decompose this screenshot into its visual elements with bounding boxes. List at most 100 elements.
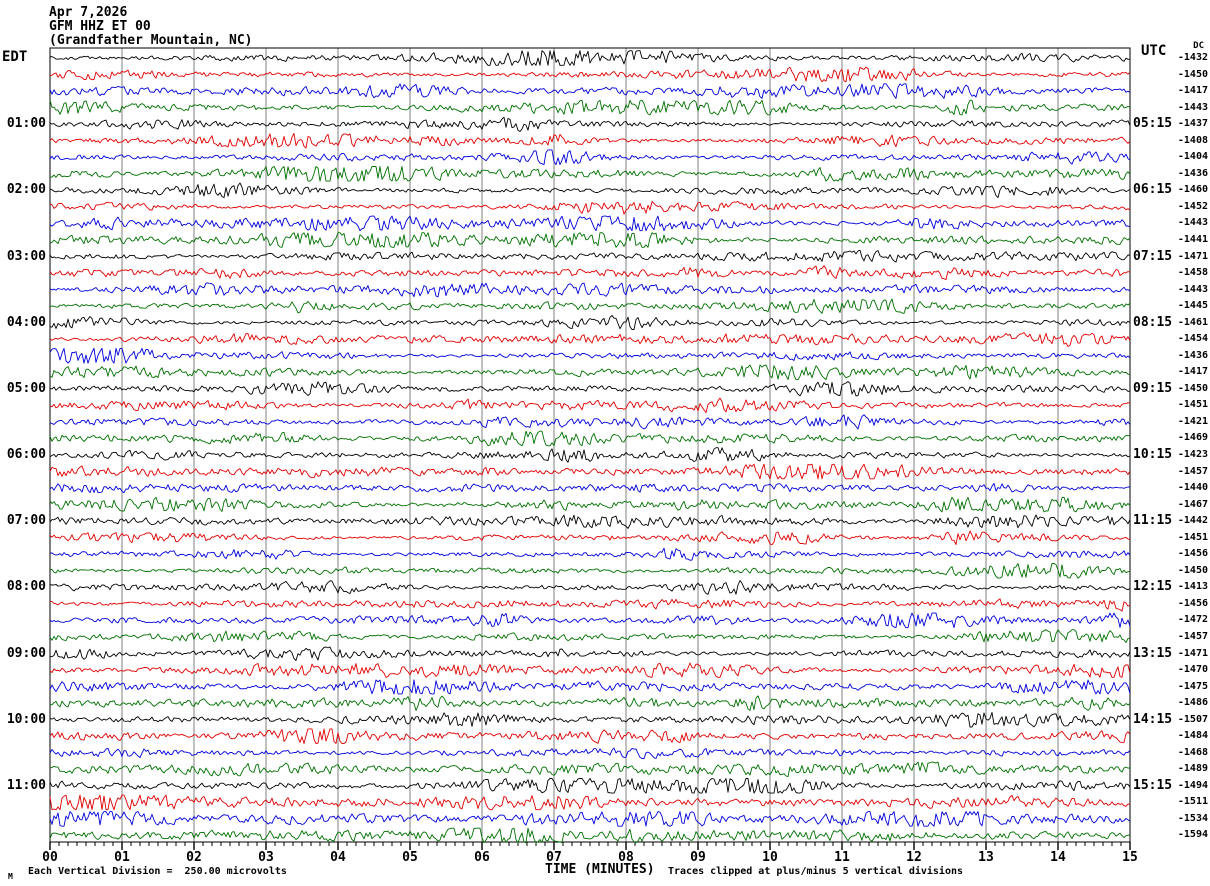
edt-hour-label: 09:00 [6, 645, 46, 661]
dc-value: -1534 [1177, 812, 1208, 824]
utc-hour-label: 15:15 [1133, 777, 1173, 793]
dc-value: -1413 [1177, 581, 1208, 593]
trace-row-29 [49, 530, 1131, 546]
trace-row-37 [49, 662, 1131, 678]
trace-row-31 [49, 563, 1131, 579]
dc-value: -1457 [1177, 465, 1208, 477]
edt-hour-label: 01:00 [6, 116, 46, 132]
trace-row-2 [49, 83, 1131, 99]
dc-value: -1467 [1177, 498, 1208, 510]
trace-row-28 [49, 514, 1131, 529]
dc-value: -1441 [1177, 233, 1208, 245]
trace-row-34 [49, 612, 1131, 629]
trace-row-35 [49, 629, 1131, 643]
trace-row-14 [49, 282, 1131, 298]
trace-row-26 [49, 482, 1131, 494]
trace-row-18 [49, 347, 1131, 364]
trace-row-5 [49, 132, 1131, 149]
utc-hour-label: 13:15 [1133, 645, 1173, 661]
watermark-m: M [8, 872, 13, 881]
trace-row-41 [49, 728, 1131, 744]
dc-value: -1470 [1177, 664, 1208, 676]
dc-value: -1454 [1177, 333, 1208, 345]
dc-value: -1507 [1177, 713, 1208, 725]
utc-hour-label: 14:15 [1133, 711, 1173, 727]
trace-row-0 [49, 50, 1130, 66]
edt-hour-label: 11:00 [6, 777, 46, 793]
x-tick-label: 09 [690, 850, 706, 865]
utc-hour-label: 06:15 [1133, 182, 1173, 198]
dc-value: -1471 [1177, 647, 1208, 659]
dc-value: -1451 [1177, 399, 1208, 411]
utc-hour-label: 10:15 [1133, 447, 1173, 462]
trace-row-4 [49, 116, 1131, 132]
trace-row-3 [49, 99, 1131, 116]
dc-value: -1450 [1177, 564, 1208, 576]
trace-row-13 [49, 265, 1131, 281]
x-tick-label: 12 [906, 850, 922, 865]
dc-value: -1436 [1177, 349, 1208, 361]
dc-value: -1469 [1177, 432, 1208, 444]
dc-value: -1417 [1177, 366, 1208, 378]
dc-value: -1443 [1177, 283, 1208, 295]
trace-row-46 [49, 811, 1131, 827]
edt-hour-label: 10:00 [6, 711, 46, 727]
header-location: (Grandfather Mountain, NC) [49, 33, 253, 48]
edt-hour-label: 07:00 [6, 513, 46, 529]
utc-hour-label: 09:15 [1133, 380, 1173, 396]
dc-value: -1456 [1177, 597, 1208, 609]
dc-value: -1450 [1177, 68, 1208, 80]
dc-value: -1471 [1177, 250, 1208, 262]
x-tick-label: 07 [546, 850, 562, 865]
dc-value: -1486 [1177, 697, 1208, 709]
x-tick-label: 06 [474, 850, 490, 865]
trace-row-24 [49, 447, 1131, 463]
trace-row-23 [49, 430, 1131, 447]
dc-value: -1457 [1177, 630, 1208, 642]
edt-hour-label: 06:00 [6, 447, 46, 462]
x-tick-label: 14 [1050, 850, 1066, 865]
trace-row-9 [49, 200, 1131, 215]
dc-value: -1452 [1177, 200, 1208, 212]
trace-row-40 [49, 711, 1131, 728]
clip-note: Traces clipped at plus/minus 5 vertical … [668, 866, 964, 877]
utc-hour-label: 12:15 [1133, 579, 1173, 595]
trace-row-27 [49, 496, 1131, 513]
dc-value: -1445 [1177, 300, 1208, 312]
trace-row-17 [49, 332, 1131, 347]
header-date: Apr 7,2026 [49, 5, 128, 20]
dc-column-label: DC [1193, 41, 1204, 51]
dc-value: -1475 [1177, 680, 1208, 692]
dc-value: -1436 [1177, 167, 1208, 179]
trace-row-8 [49, 182, 1131, 199]
dc-value: -1489 [1177, 763, 1208, 775]
trace-row-42 [49, 747, 1131, 759]
trace-row-47 [49, 827, 1131, 844]
dc-value: -1456 [1177, 548, 1208, 560]
x-tick-label: 00 [42, 850, 58, 865]
trace-row-10 [49, 215, 1131, 232]
edt-hour-label: 02:00 [6, 182, 46, 198]
x-tick-label: 13 [978, 850, 994, 865]
dc-value: -1423 [1177, 449, 1208, 460]
x-tick-label: 08 [618, 850, 634, 865]
dc-value: -1408 [1177, 134, 1208, 146]
utc-hour-label: 11:15 [1133, 513, 1173, 529]
edt-hour-label: 05:00 [6, 380, 46, 396]
dc-value: -1468 [1177, 746, 1208, 758]
dc-value: -1443 [1177, 217, 1208, 229]
trace-row-38 [49, 679, 1131, 695]
dc-value: -1458 [1177, 267, 1208, 279]
dc-value: -1472 [1177, 614, 1208, 626]
dc-value: -1421 [1177, 415, 1208, 427]
dc-value: -1443 [1177, 101, 1208, 113]
dc-value: -1442 [1177, 515, 1208, 527]
trace-row-39 [49, 695, 1131, 711]
edt-hour-label: 03:00 [6, 248, 46, 264]
trace-row-11 [49, 232, 1131, 248]
x-tick-label: 02 [186, 850, 202, 865]
trace-row-44 [49, 778, 1131, 794]
trace-row-25 [49, 463, 1131, 480]
